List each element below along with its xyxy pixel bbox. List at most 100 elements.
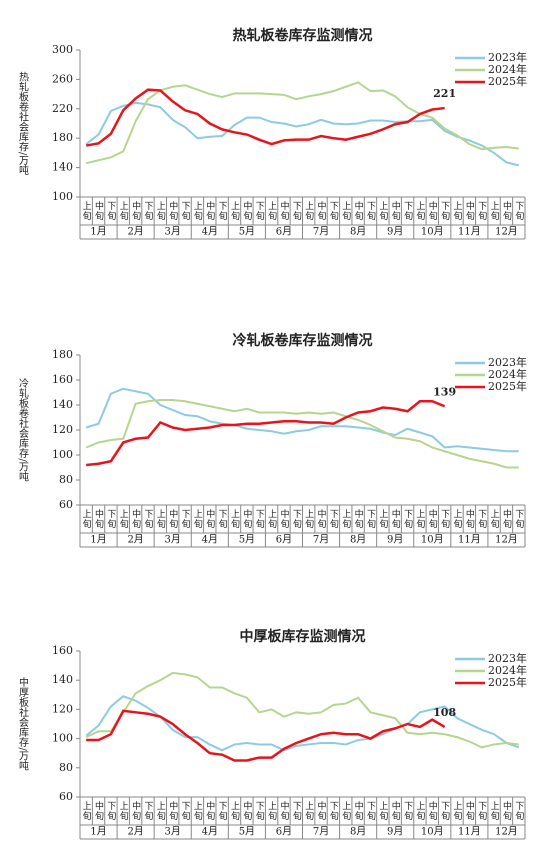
month-label: 9月 <box>387 534 403 546</box>
x-tick-label: 中旬 <box>130 200 141 221</box>
x-tick-label: 下旬 <box>476 509 487 529</box>
x-tick-label: 上旬 <box>266 801 277 821</box>
series-line <box>86 709 446 762</box>
x-tick-label: 中旬 <box>353 800 364 821</box>
legend-label: 2025年 <box>488 379 527 393</box>
month-label: 6月 <box>276 826 292 838</box>
annotation: 221 <box>433 87 456 100</box>
x-tick-label: 上旬 <box>377 509 388 529</box>
x-tick-label: 下旬 <box>217 509 228 529</box>
x-tick-label: 中旬 <box>241 800 252 821</box>
month-label: 11月 <box>458 534 481 546</box>
x-tick-label: 中旬 <box>278 200 289 221</box>
month-label: 8月 <box>350 534 366 546</box>
x-tick-label: 上旬 <box>340 509 351 529</box>
month-label: 7月 <box>313 534 329 546</box>
month-label: 1月 <box>90 226 106 238</box>
series-line <box>85 81 519 165</box>
x-tick-label: 上旬 <box>118 201 129 221</box>
y-tick-label: 120 <box>52 702 73 715</box>
x-tick-label: 上旬 <box>192 201 203 221</box>
x-tick-label: 中旬 <box>167 800 178 821</box>
x-tick-label: 上旬 <box>192 801 203 821</box>
x-tick-label: 下旬 <box>105 509 116 529</box>
y-tick-label: 100 <box>52 190 73 203</box>
month-label: 12月 <box>495 826 518 838</box>
month-label: 1月 <box>90 534 106 546</box>
x-tick-label: 下旬 <box>439 509 450 529</box>
y-tick-label: 180 <box>52 131 73 144</box>
x-tick-label: 中旬 <box>427 200 438 221</box>
month-label: 12月 <box>495 226 518 238</box>
x-tick-label: 下旬 <box>254 509 265 529</box>
month-label: 6月 <box>276 226 292 238</box>
x-tick-label: 下旬 <box>476 801 487 821</box>
month-label: 5月 <box>239 534 255 546</box>
month-label: 6月 <box>276 534 292 546</box>
month-label: 7月 <box>313 826 329 838</box>
legend-label: 2024年 <box>488 663 527 677</box>
x-tick-label: 中旬 <box>130 508 141 529</box>
month-label: 10月 <box>421 226 444 238</box>
legend-label: 2023年 <box>488 355 527 369</box>
series-line <box>85 101 520 167</box>
month-label: 2月 <box>127 226 143 238</box>
y-tick-label: 160 <box>52 644 73 657</box>
y-tick-label: 140 <box>52 398 73 411</box>
chart-title: 冷轧板卷库存监测情况 <box>233 332 373 349</box>
x-tick-label: 下旬 <box>402 801 413 821</box>
x-tick-label: 上旬 <box>229 509 240 529</box>
x-tick-label: 中旬 <box>204 508 215 529</box>
x-tick-label: 上旬 <box>155 509 166 529</box>
y-tick-label: 140 <box>52 673 73 686</box>
x-tick-label: 中旬 <box>390 200 401 221</box>
month-label: 2月 <box>127 534 143 546</box>
x-tick-label: 下旬 <box>180 509 191 529</box>
x-tick-label: 上旬 <box>303 201 314 221</box>
month-label: 3月 <box>165 226 181 238</box>
x-tick-label: 中旬 <box>278 508 289 529</box>
x-tick-label: 中旬 <box>501 800 512 821</box>
month-label: 5月 <box>239 826 255 838</box>
x-tick-label: 中旬 <box>167 508 178 529</box>
x-tick-label: 下旬 <box>217 201 228 221</box>
x-tick-label: 中旬 <box>316 200 327 221</box>
x-tick-label: 中旬 <box>501 200 512 221</box>
x-tick-label: 上旬 <box>81 509 92 529</box>
x-tick-label: 中旬 <box>93 200 104 221</box>
month-label: 4月 <box>202 226 218 238</box>
x-tick-label: 下旬 <box>439 801 450 821</box>
x-tick-label: 上旬 <box>155 801 166 821</box>
y-axis-label: 冷轧板卷社会库存/万吨 <box>17 377 29 482</box>
x-tick-label: 下旬 <box>365 509 376 529</box>
month-label: 3月 <box>165 534 181 546</box>
annotation: 108 <box>433 706 456 719</box>
y-tick-label: 60 <box>59 790 73 803</box>
chart-title: 中厚板库存监测情况 <box>240 628 366 645</box>
y-tick-label: 300 <box>52 43 73 56</box>
series-line <box>85 671 519 749</box>
x-tick-label: 上旬 <box>414 801 425 821</box>
x-tick-label: 上旬 <box>414 509 425 529</box>
x-tick-label: 下旬 <box>291 509 302 529</box>
month-label: 3月 <box>165 826 181 838</box>
x-tick-label: 上旬 <box>229 801 240 821</box>
x-tick-label: 上旬 <box>266 201 277 221</box>
annotation: 139 <box>433 385 456 398</box>
month-label: 10月 <box>421 534 444 546</box>
x-tick-label: 下旬 <box>217 801 228 821</box>
series-line <box>85 695 520 752</box>
legend-label: 2024年 <box>488 367 527 381</box>
y-tick-label: 80 <box>59 473 73 486</box>
y-tick-label: 60 <box>59 498 73 511</box>
y-axis-label: 热轧板卷社会库存/万吨 <box>17 71 29 176</box>
y-tick-label: 220 <box>52 102 73 115</box>
x-tick-label: 上旬 <box>489 801 500 821</box>
x-tick-label: 下旬 <box>254 801 265 821</box>
x-tick-label: 中旬 <box>390 508 401 529</box>
month-label: 8月 <box>350 826 366 838</box>
month-label: 4月 <box>202 826 218 838</box>
x-tick-label: 中旬 <box>204 800 215 821</box>
x-tick-label: 上旬 <box>155 201 166 221</box>
x-tick-label: 上旬 <box>414 201 425 221</box>
